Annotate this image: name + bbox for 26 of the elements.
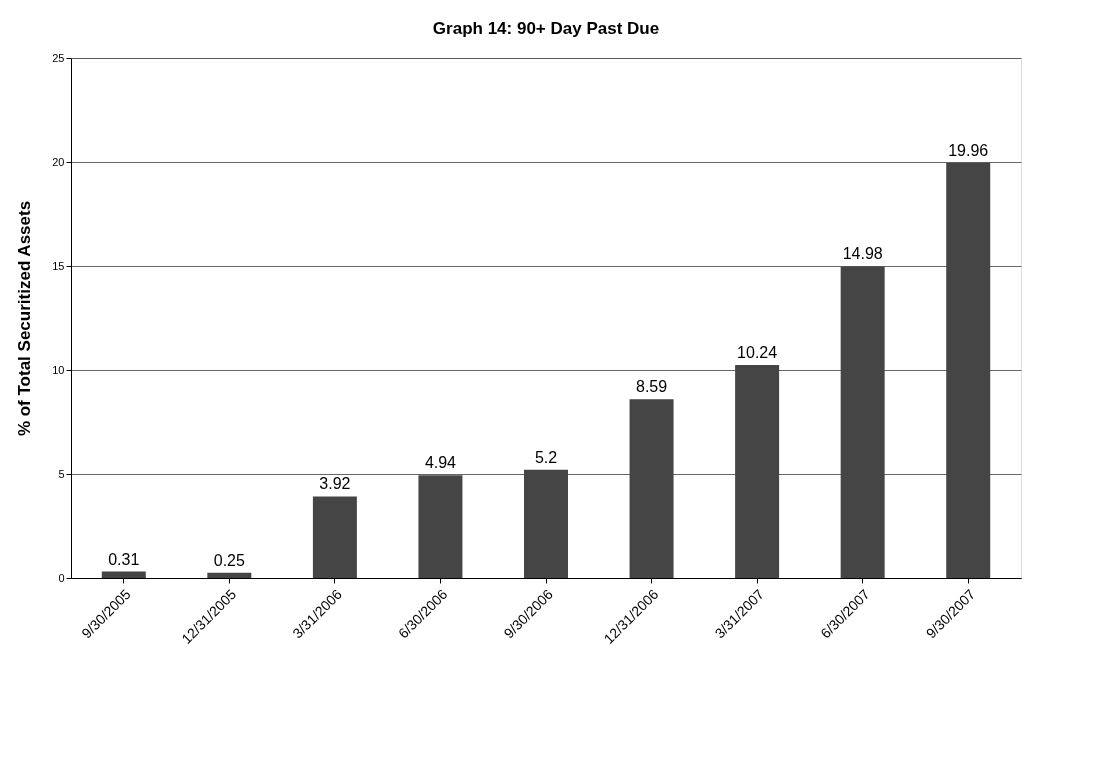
data-label: 19.96 — [948, 141, 989, 159]
y-tick-label: 10 — [52, 363, 65, 376]
data-label: 0.25 — [213, 551, 246, 569]
data-label: 4.94 — [424, 454, 457, 472]
bar — [629, 399, 674, 578]
bar — [418, 475, 463, 578]
y-tick-label: 0 — [58, 571, 65, 584]
bar — [946, 162, 991, 578]
y-tick-label: 5 — [58, 467, 65, 480]
data-label: 14.98 — [842, 245, 883, 263]
data-label: 0.31 — [108, 550, 140, 568]
data-label: 5.2 — [534, 448, 558, 466]
bar — [312, 496, 357, 578]
bar — [101, 571, 146, 578]
data-label: 8.59 — [635, 378, 668, 396]
data-label: 3.92 — [319, 475, 351, 493]
bar — [524, 469, 568, 578]
bar — [207, 572, 252, 578]
y-tick-label: 20 — [52, 155, 65, 168]
y-axis-title: % of Total Securitized Assets — [15, 200, 35, 437]
bar — [735, 365, 780, 578]
y-tick-label: 15 — [52, 259, 65, 272]
chart-title: Graph 14: 90+ Day Past Due — [432, 19, 660, 38]
data-label: 10.24 — [737, 344, 778, 362]
y-tick-label: 25 — [52, 51, 65, 64]
bar — [840, 266, 885, 578]
